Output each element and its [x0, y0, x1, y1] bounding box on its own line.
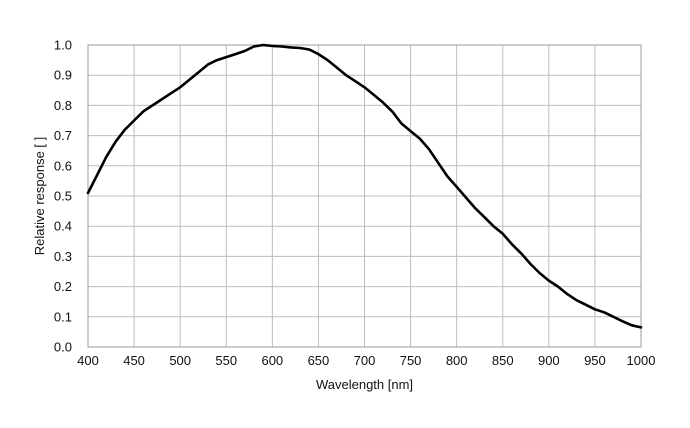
x-tick-label: 900 [538, 353, 560, 368]
x-tick-label: 950 [584, 353, 606, 368]
y-axis-title: Relative response [ ] [32, 137, 47, 256]
y-tick-label: 1.0 [54, 38, 72, 53]
x-axis-title: Wavelength [nm] [316, 377, 413, 392]
series-line [86, 43, 643, 329]
y-tick-label: 0.7 [54, 128, 72, 143]
x-tick-label: 650 [308, 353, 330, 368]
y-tick-label: 0.4 [54, 219, 72, 234]
x-tick-label: 550 [215, 353, 237, 368]
x-tick-label: 850 [492, 353, 514, 368]
y-tick-label: 0.1 [54, 309, 72, 324]
y-tick-label: 0.3 [54, 249, 72, 264]
grid [87, 44, 642, 348]
y-tick-label: 0.8 [54, 98, 72, 113]
x-tick-label: 500 [169, 353, 191, 368]
y-tick-label: 0.9 [54, 68, 72, 83]
plot-frame [87, 44, 642, 348]
y-axis-tick-labels: 0.0 0.1 0.2 0.3 0.4 0.5 0.6 0.7 0.8 0.9 1.0 [54, 38, 72, 355]
x-axis-tick-labels: 400 450 500 550 600 650 700 750 800 850 900 950 1000 [77, 353, 655, 368]
x-tick-label: 1000 [627, 353, 656, 368]
x-tick-label: 800 [446, 353, 468, 368]
y-tick-label: 0.5 [54, 189, 72, 204]
y-tick-label: 0.2 [54, 279, 72, 294]
x-tick-label: 450 [123, 353, 145, 368]
y-tick-label: 0.0 [54, 340, 72, 355]
x-tick-label: 700 [354, 353, 376, 368]
x-tick-label: 400 [77, 353, 99, 368]
x-tick-label: 600 [261, 353, 283, 368]
x-tick-label: 750 [400, 353, 422, 368]
y-tick-label: 0.6 [54, 158, 72, 173]
